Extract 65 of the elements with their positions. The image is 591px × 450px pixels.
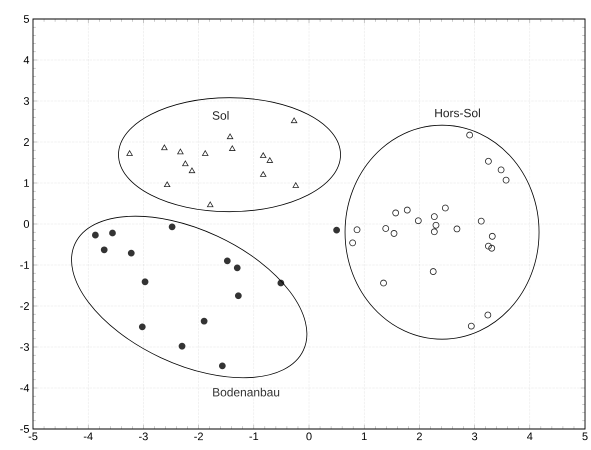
point <box>382 225 390 232</box>
x-tick-label: -3 <box>139 432 148 440</box>
point <box>229 145 236 151</box>
point <box>488 232 496 240</box>
y-tick-label: -3 <box>20 343 29 351</box>
y-tick-label: 3 <box>24 97 29 105</box>
point <box>454 226 460 232</box>
x-tick-label: 4 <box>527 432 533 440</box>
point <box>442 204 449 212</box>
point <box>485 242 492 250</box>
point <box>333 226 340 234</box>
point <box>485 158 492 165</box>
x-tick-label: -1 <box>249 432 258 440</box>
point <box>161 144 168 150</box>
point <box>498 166 504 174</box>
x-tick-label: 0 <box>306 432 312 440</box>
x-tick-label: 3 <box>472 432 478 440</box>
point <box>430 228 438 236</box>
point <box>430 268 437 275</box>
x-tick-label: 5 <box>582 432 588 440</box>
x-tick-label: -4 <box>84 432 93 440</box>
x-tick-label: -5 <box>28 432 38 440</box>
point <box>390 230 398 237</box>
point <box>177 148 184 154</box>
series-label: Sol <box>212 110 229 120</box>
point <box>502 176 510 184</box>
point <box>466 132 474 138</box>
point <box>188 168 196 174</box>
point <box>380 280 387 286</box>
series-label: Bodenanbau <box>213 388 280 396</box>
point <box>404 206 411 214</box>
y-tick-label: -1 <box>20 261 29 269</box>
point <box>488 244 496 252</box>
point <box>484 312 492 318</box>
point <box>126 150 133 156</box>
point <box>260 171 266 177</box>
point <box>414 217 422 224</box>
point <box>260 152 266 158</box>
point <box>266 157 273 163</box>
point <box>468 322 475 330</box>
point <box>478 218 485 225</box>
y-tick-label: -2 <box>20 302 29 310</box>
point <box>392 210 400 216</box>
point <box>182 160 189 166</box>
y-tick-label: -5 <box>20 425 30 433</box>
y-tick-label: 4 <box>24 56 30 64</box>
y-tick-label: 2 <box>24 138 29 146</box>
point <box>432 222 440 229</box>
y-tick-label: -4 <box>20 384 30 392</box>
y-tick-label: 0 <box>24 220 30 228</box>
series-label: Hors-Sol <box>435 108 480 118</box>
point <box>292 182 299 188</box>
point <box>290 118 298 124</box>
point <box>226 133 234 140</box>
point <box>164 181 170 188</box>
point <box>207 202 214 208</box>
point <box>430 213 438 220</box>
point <box>202 150 208 156</box>
x-tick-label: 2 <box>416 432 422 440</box>
point <box>349 239 356 246</box>
point <box>354 226 360 234</box>
y-tick-label: 5 <box>24 15 30 23</box>
x-tick-label: 1 <box>362 432 367 440</box>
x-tick-label: -2 <box>194 432 203 440</box>
y-tick-label: 1 <box>24 179 29 187</box>
